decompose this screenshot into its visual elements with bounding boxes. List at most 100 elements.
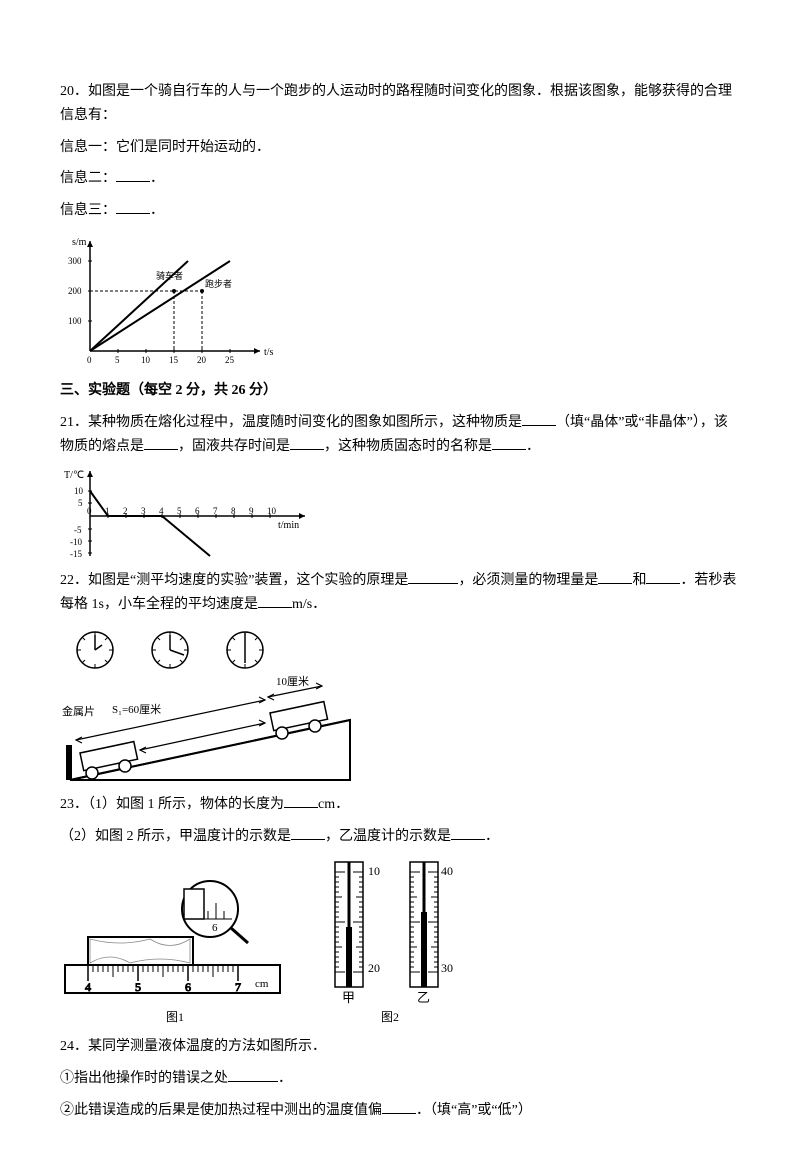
svg-text:6: 6 xyxy=(185,980,191,994)
q20-xlabel: t/s xyxy=(264,347,274,358)
svg-text:10: 10 xyxy=(74,486,84,496)
svg-text:7: 7 xyxy=(213,506,218,516)
q21-c: ，固液共存时间是 xyxy=(178,439,290,454)
svg-text:10: 10 xyxy=(141,355,151,365)
q22-blank2[interactable] xyxy=(598,569,632,584)
q21-blank4[interactable] xyxy=(492,435,526,450)
svg-text:5: 5 xyxy=(115,355,120,365)
q24-1a: ①指出他操作时的错误之处 xyxy=(60,1071,228,1086)
q20-label-runner: 跑步者 xyxy=(205,278,232,289)
q20-blank-2[interactable] xyxy=(116,167,150,182)
svg-text:-15: -15 xyxy=(70,549,82,559)
thermo-a-label: 甲 xyxy=(342,990,355,1005)
svg-text:100: 100 xyxy=(68,316,82,326)
q24-l1: ①指出他操作时的错误之处 ． xyxy=(60,1067,740,1091)
q24-stem: 24．某同学测量液体温度的方法如图所示． xyxy=(60,1035,740,1059)
svg-text:0: 0 xyxy=(87,506,92,516)
thermo-b-label: 乙 xyxy=(417,990,430,1005)
q23-figures: 4 5 6 7 6 cm 图1 10 20 xyxy=(60,857,740,1027)
q23-2b: ，乙温度计的示数是 xyxy=(325,829,451,844)
svg-text:-10: -10 xyxy=(70,537,82,547)
svg-text:0: 0 xyxy=(87,355,92,365)
thermo-a-top: 10 xyxy=(368,864,380,878)
svg-text:-5: -5 xyxy=(74,525,82,535)
q21-blank1[interactable] xyxy=(522,411,556,426)
q22-blank1[interactable] xyxy=(408,569,458,584)
q22-c: 和 xyxy=(632,573,646,588)
svg-text:5: 5 xyxy=(177,506,182,516)
q23-2p: ． xyxy=(485,829,499,844)
q22-a: 22．如图是“测平均速度的实验”装置，这个实验的原理是 xyxy=(60,573,408,588)
q22-blank4[interactable] xyxy=(258,593,292,608)
q23-1a: 23．（1）如图 1 所示，物体的长度为 xyxy=(60,797,284,812)
q23-ruler-unit: cm xyxy=(255,978,269,990)
q22-figure: 金属片 S₁=60厘米 10厘米 xyxy=(60,625,740,785)
svg-text:20: 20 xyxy=(197,355,207,365)
q24-2b: ．（填“高”或“低”） xyxy=(416,1103,532,1118)
svg-text:2: 2 xyxy=(123,506,128,516)
svg-text:300: 300 xyxy=(68,256,82,266)
q20-stem: 20．如图是一个骑自行车的人与一个跑步的人运动时的路程随时间变化的图象．根据该图… xyxy=(60,80,740,128)
q21-blank3[interactable] xyxy=(290,435,324,450)
svg-text:200: 200 xyxy=(68,286,82,296)
thermo-a-bot: 20 xyxy=(368,961,380,975)
thermo-b-bot: 30 xyxy=(441,961,453,975)
svg-text:3: 3 xyxy=(141,506,146,516)
q21-stem: 21．某种物质在熔化过程中，温度随时间变化的图象如图所示，这种物质是（填“晶体”… xyxy=(60,411,740,459)
q23-ruler-wrap: 4 5 6 7 6 cm 图1 xyxy=(60,877,290,1027)
svg-text:10: 10 xyxy=(267,506,277,516)
section3-heading: 三、实验题（每空 2 分，共 26 分） xyxy=(60,379,740,403)
q22-metal-label: 金属片 xyxy=(62,704,95,718)
q22-s2-label: 10厘米 xyxy=(276,675,309,688)
svg-text:15: 15 xyxy=(169,355,179,365)
q23-line2: （2）如图 2 所示，甲温度计的示数是 ，乙温度计的示数是 ． xyxy=(60,825,740,849)
q20-info3-label: 信息三： xyxy=(60,203,116,218)
q20-info1: 信息一：它们是同时开始运动的． xyxy=(60,136,740,160)
svg-text:4: 4 xyxy=(159,506,164,516)
thermo-b-top: 40 xyxy=(441,864,453,878)
q22-stem: 22．如图是“测平均速度的实验”装置，这个实验的原理是，必须测量的物理量是和．若… xyxy=(60,569,740,617)
q24-1p: ． xyxy=(278,1071,292,1086)
svg-text:6: 6 xyxy=(212,922,218,934)
q23-line1: 23．（1）如图 1 所示，物体的长度为 cm． xyxy=(60,793,740,817)
q24-l2: ②此错误造成的后果是使加热过程中测出的温度值偏 ．（填“高”或“低”） xyxy=(60,1099,740,1123)
q21-blank2[interactable] xyxy=(144,435,178,450)
svg-text:5: 5 xyxy=(78,498,83,508)
q23-1b: cm． xyxy=(318,797,349,812)
svg-text:6: 6 xyxy=(195,506,200,516)
q23-blank1[interactable] xyxy=(284,793,318,808)
q20-graph: s/m t/s 100 200 300 0 5 10 15 20 25 骑车者 … xyxy=(60,231,740,371)
q20-ylabel: s/m xyxy=(72,237,87,248)
q24-blank2[interactable] xyxy=(382,1099,416,1114)
q22-s1-label: S₁=60厘米 xyxy=(112,703,161,716)
q20-info2: 信息二： ． xyxy=(60,167,740,191)
q22-e: m/s． xyxy=(292,597,326,612)
q20-info3: 信息三： ． xyxy=(60,199,740,223)
q20-p3: ． xyxy=(150,203,164,218)
svg-text:5: 5 xyxy=(135,980,141,994)
q23-thermo-wrap: 10 20 甲 40 30 乙 图2 xyxy=(310,857,470,1027)
q23-blank3[interactable] xyxy=(451,825,485,840)
q23-fig2-caption: 图2 xyxy=(310,1007,470,1027)
q23-fig1-caption: 图1 xyxy=(60,1007,290,1027)
q20-blank-3[interactable] xyxy=(116,199,150,214)
svg-text:4: 4 xyxy=(85,980,91,994)
q22-b: ，必须测量的物理量是 xyxy=(458,573,598,588)
q21-d: ，这种物质固态时的名称是 xyxy=(324,439,492,454)
q21-graph: T/℃ t/min 10 5 -5 -10 -15 012345678910 xyxy=(60,466,740,561)
svg-text:8: 8 xyxy=(231,506,236,516)
q21-xlabel: t/min xyxy=(278,520,299,531)
svg-text:25: 25 xyxy=(225,355,235,365)
q21-a: 21．某种物质在熔化过程中，温度随时间变化的图象如图所示，这种物质是 xyxy=(60,415,522,430)
q24-blank1[interactable] xyxy=(228,1067,278,1082)
q23-blank2[interactable] xyxy=(291,825,325,840)
q20-p2: ． xyxy=(150,171,164,186)
q21-ylabel: T/℃ xyxy=(64,470,84,481)
q20-info2-label: 信息二： xyxy=(60,171,116,186)
q23-2a: （2）如图 2 所示，甲温度计的示数是 xyxy=(60,829,291,844)
q21-p: ． xyxy=(526,439,540,454)
q24-2a: ②此错误造成的后果是使加热过程中测出的温度值偏 xyxy=(60,1103,382,1118)
q22-blank3[interactable] xyxy=(646,569,680,584)
svg-text:7: 7 xyxy=(235,980,241,994)
q20-label-cyclist: 骑车者 xyxy=(156,270,183,281)
